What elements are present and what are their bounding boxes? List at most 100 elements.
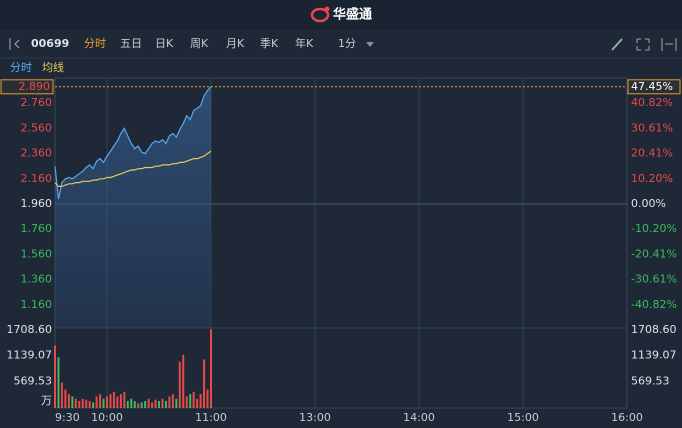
x-tick-label: 10:00 — [91, 411, 123, 424]
volume-tick-label: 569.53 — [14, 375, 53, 388]
volume-bar — [78, 401, 81, 408]
average-line — [54, 150, 212, 187]
x-tick-label: 9:30 — [55, 411, 80, 424]
last-change-label: 47.45% — [631, 80, 673, 93]
y2-tick-label: 20.41% — [631, 147, 673, 160]
volume-bar — [64, 389, 67, 408]
last-change-box — [627, 79, 681, 95]
x-tick-label: 14:00 — [403, 411, 435, 424]
legend-entry: 均线 — [42, 60, 64, 74]
volume-bar — [88, 401, 91, 408]
x-tick-label: 13:00 — [299, 411, 331, 424]
period-tab[interactable]: 日K — [155, 37, 174, 50]
volume-tick-label: 569.53 — [631, 375, 670, 388]
top-bar — [0, 0, 682, 30]
y-tick-label: 1.360 — [21, 273, 53, 286]
expand-icon[interactable] — [661, 38, 677, 51]
y2-tick-label: -30.61% — [631, 273, 677, 286]
volume-bar — [109, 394, 112, 408]
y-tick-label: 2.760 — [21, 96, 53, 109]
period-tab[interactable]: 年K — [295, 36, 314, 50]
volume-bar — [112, 391, 115, 408]
volume-bar — [99, 394, 102, 408]
x-tick-label: 15:00 — [507, 411, 539, 424]
volume-bar — [71, 396, 74, 408]
volume-bar — [57, 357, 60, 408]
period-tab[interactable]: 分时 — [84, 37, 106, 50]
volume-bar — [182, 354, 185, 408]
last-price-label: 2.890 — [19, 80, 51, 93]
dropdown-arrow[interactable] — [366, 42, 374, 47]
y2-tick-label: 40.82% — [631, 96, 673, 109]
volume-bar — [54, 345, 56, 408]
period-tab[interactable]: 季K — [260, 37, 279, 50]
volume-bar — [95, 396, 98, 408]
logo-icon — [310, 6, 330, 23]
y-tick-label: 1.760 — [21, 222, 53, 235]
volume-tick-label: 1139.07 — [631, 348, 677, 361]
y2-tick-label: -20.41% — [631, 247, 677, 260]
volume-bar — [119, 394, 122, 408]
volume-bar — [178, 361, 181, 408]
x-tick-label: 11:00 — [195, 411, 227, 424]
volume-bar — [164, 401, 167, 408]
volume-bar — [74, 398, 77, 408]
volume-bar — [168, 396, 171, 408]
volume-bar — [203, 359, 206, 408]
interval-select[interactable]: 1分 — [338, 37, 356, 50]
y-tick-label: 2.360 — [21, 147, 53, 160]
last-price-box — [0, 79, 54, 95]
legend-entry: 分时 — [10, 61, 32, 74]
volume-tick-label: 1139.07 — [7, 348, 53, 361]
volume-tick-label: 1708.60 — [7, 323, 53, 336]
y2-tick-label: 10.20% — [631, 172, 673, 185]
volume-bar — [67, 394, 70, 408]
volume-bar — [161, 398, 164, 408]
volume-unit: 万 — [41, 394, 52, 407]
volume-bar — [92, 402, 95, 408]
volume-bar — [81, 398, 84, 408]
y2-tick-label: -10.20% — [631, 222, 677, 235]
volume-bar — [196, 398, 199, 408]
collapse-icon[interactable] — [9, 38, 20, 50]
volume-bar — [185, 396, 188, 408]
volume-bar — [137, 403, 140, 408]
volume-bar — [60, 382, 63, 408]
volume-bar — [189, 394, 192, 408]
logo-text: 华盛通 — [333, 7, 372, 23]
draw-icon[interactable] — [611, 38, 623, 51]
y2-tick-label: 30.61% — [631, 121, 673, 134]
volume-bar — [102, 398, 105, 408]
period-tab[interactable]: 五日 — [120, 37, 142, 50]
y-tick-label: 2.160 — [21, 172, 53, 185]
stock-code: 00699 — [31, 37, 69, 50]
volume-bar — [140, 402, 143, 408]
y-tick-label: 1.560 — [21, 247, 53, 260]
volume-bar — [130, 398, 133, 408]
volume-bar — [144, 401, 147, 408]
volume-bar — [116, 396, 119, 408]
y-tick-label: 2.560 — [21, 121, 53, 134]
volume-bar — [123, 391, 126, 408]
y2-tick-label: -40.82% — [631, 298, 677, 311]
period-tab[interactable]: 月K — [226, 37, 245, 50]
volume-bar — [192, 391, 195, 408]
volume-bar — [133, 401, 136, 408]
volume-bar — [154, 399, 157, 408]
volume-bar — [171, 394, 174, 408]
volume-bar — [151, 402, 154, 408]
volume-bar — [85, 399, 88, 408]
fullscreen-icon[interactable] — [636, 38, 650, 51]
volume-bar — [210, 329, 212, 408]
y-tick-label: 1.960 — [21, 197, 53, 210]
y-tick-label: 1.160 — [21, 298, 53, 311]
volume-bar — [106, 396, 108, 408]
volume-bar — [206, 389, 209, 408]
y2-tick-label: 0.00% — [631, 197, 666, 210]
period-tab[interactable]: 周K — [190, 37, 209, 50]
volume-bar — [175, 398, 178, 408]
volume-bar — [199, 394, 202, 408]
price-area — [55, 86, 211, 328]
toolbar — [0, 31, 682, 58]
